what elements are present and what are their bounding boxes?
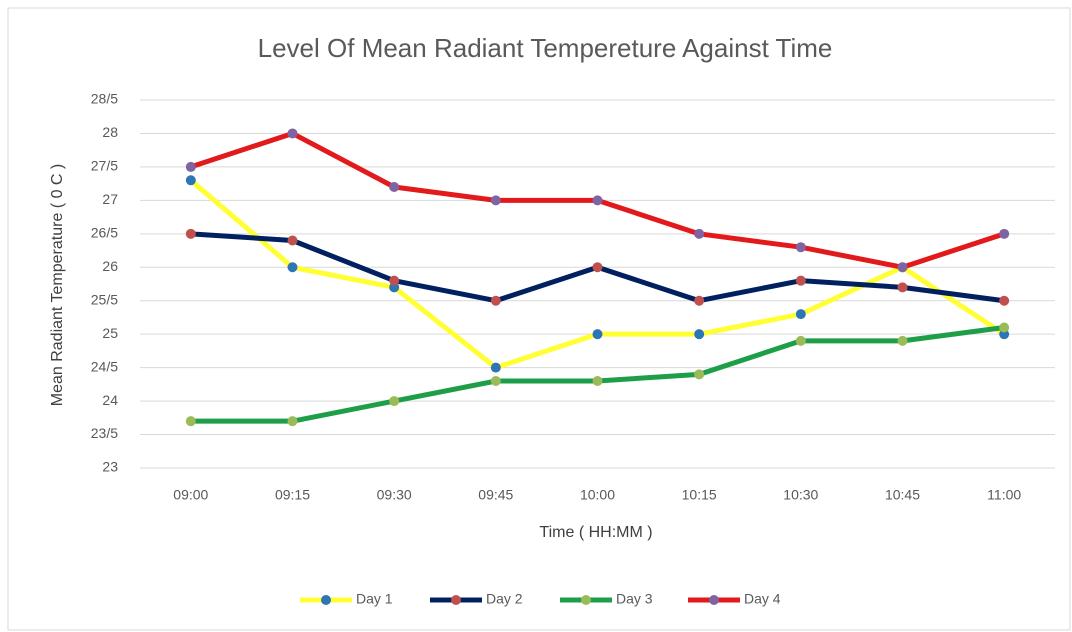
legend-marker: [321, 595, 331, 605]
data-point: [287, 416, 298, 427]
data-point: [490, 195, 501, 206]
data-point: [897, 262, 908, 273]
legend-label: Day 1: [356, 591, 393, 607]
data-point: [389, 275, 400, 286]
x-tick-label: 09:30: [377, 487, 412, 503]
data-point: [795, 275, 806, 286]
x-tick-label: 10:45: [885, 487, 920, 503]
y-tick-label: 25/5: [91, 291, 118, 307]
y-tick-label: 25: [102, 325, 118, 341]
data-point: [897, 282, 908, 293]
x-tick-label: 09:15: [275, 487, 310, 503]
data-point: [592, 195, 603, 206]
x-tick-label: 11:00: [987, 487, 1021, 503]
legend-marker: [451, 595, 461, 605]
data-point: [999, 228, 1010, 239]
data-point: [389, 396, 400, 407]
y-tick-label: 28: [102, 124, 118, 140]
x-tick-label: 09:00: [173, 487, 208, 503]
data-point: [897, 335, 908, 346]
y-tick-label: 24: [102, 392, 118, 408]
y-tick-label: 23/5: [91, 425, 118, 441]
x-tick-label: 10:00: [580, 487, 615, 503]
data-point: [185, 161, 196, 172]
data-point: [287, 262, 298, 273]
data-point: [694, 228, 705, 239]
data-point: [287, 235, 298, 246]
data-point: [999, 322, 1010, 333]
data-point: [490, 295, 501, 306]
data-point: [999, 295, 1010, 306]
y-tick-label: 24/5: [91, 358, 118, 374]
data-point: [592, 376, 603, 387]
y-tick-label: 27: [102, 191, 118, 207]
x-tick-label: 09:45: [478, 487, 513, 503]
y-tick-label: 26: [102, 258, 118, 274]
data-point: [389, 181, 400, 192]
data-point: [185, 175, 196, 186]
data-point: [490, 376, 501, 387]
data-point: [795, 335, 806, 346]
x-tick-label: 10:30: [783, 487, 818, 503]
legend-label: Day 3: [616, 591, 653, 607]
data-point: [795, 242, 806, 253]
legend-label: Day 4: [744, 591, 781, 607]
legend-marker: [581, 595, 591, 605]
data-point: [694, 329, 705, 340]
x-tick-label: 10:15: [682, 487, 717, 503]
data-point: [592, 329, 603, 340]
data-point: [490, 362, 501, 373]
y-tick-label: 27/5: [91, 158, 118, 174]
data-point: [694, 369, 705, 380]
legend-label: Day 2: [486, 591, 523, 607]
data-point: [185, 228, 196, 239]
data-point: [185, 416, 196, 427]
chart-title: Level Of Mean Radiant Tempereture Agains…: [258, 33, 833, 63]
data-point: [795, 309, 806, 320]
y-tick-label: 28/5: [91, 91, 118, 107]
y-axis-title: Mean Radiant Temperature ( 0 C ): [49, 164, 66, 406]
data-point: [694, 295, 705, 306]
x-axis-title: Time ( HH:MM ): [539, 524, 652, 541]
chart-border: [7, 7, 1071, 631]
data-point: [287, 128, 298, 139]
y-tick-label: 23: [102, 459, 118, 475]
data-point: [592, 262, 603, 273]
legend-marker: [709, 595, 719, 605]
y-tick-label: 26/5: [91, 225, 118, 241]
